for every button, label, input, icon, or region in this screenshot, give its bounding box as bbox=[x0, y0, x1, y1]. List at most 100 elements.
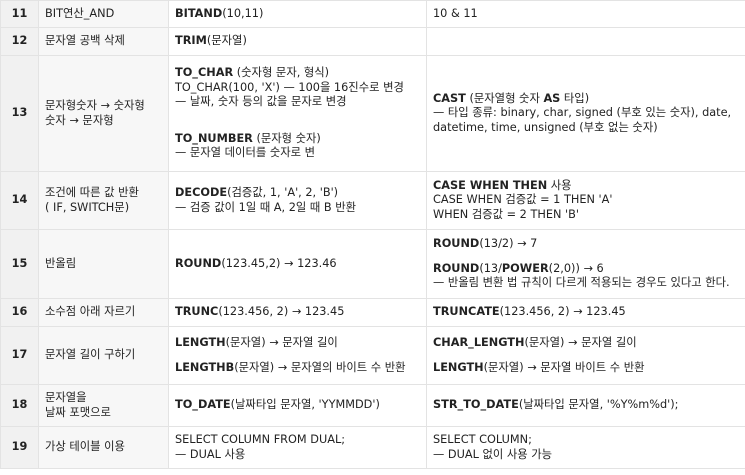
cell-text: SELECT COLUMN; bbox=[433, 433, 532, 446]
cell-text: — 타입 종류: binary, char, signed (부호 있는 숫자)… bbox=[433, 106, 732, 120]
cell-line: TRUNCATE(123.456, 2) → 123.45 bbox=[433, 305, 739, 320]
cell-line: — 검증 값이 1일 때 A, 2일 때 B 반환 bbox=[175, 201, 420, 216]
line-spacer bbox=[175, 351, 420, 361]
cell-line: TO_CHAR(100, 'X') — 100을 16진수로 변경 bbox=[175, 81, 420, 96]
cell-line: datetime, time, unsigned (부호 없는 숫자) bbox=[433, 121, 739, 136]
cell-line: LENGTH(문자열) → 문자열 바이트 수 반환 bbox=[433, 361, 739, 376]
cell-line: ROUND(123.45,2) → 123.46 bbox=[175, 257, 420, 272]
task-description: BIT연산_AND bbox=[38, 0, 169, 28]
oracle-syntax-cell: LENGTH(문자열) → 문자열 길이 LENGTHB(문자열) → 문자열의 … bbox=[168, 326, 427, 385]
task-line: 가상 테이블 이용 bbox=[45, 440, 125, 454]
cell-text: (검증값, 1, 'A', 2, 'B') bbox=[227, 186, 339, 199]
cell-text: (123.45,2) → 123.46 bbox=[221, 256, 337, 270]
row-number: 13 bbox=[0, 55, 39, 172]
cell-text: (문자열형 숫자 bbox=[465, 91, 544, 105]
mysql-syntax-cell: 10 & 11 bbox=[426, 0, 745, 28]
cell-line: TRUNC(123.456, 2) → 123.45 bbox=[175, 305, 420, 320]
table-row: 16 소수점 아래 자르기 TRUNC(123.456, 2) → 123.45 TR… bbox=[0, 298, 745, 327]
cell-text: (13/2) → 7 bbox=[479, 237, 538, 251]
cell-text: (13/ bbox=[479, 261, 502, 275]
function-name: POWER bbox=[501, 261, 549, 275]
function-name: LENGTH bbox=[433, 360, 484, 374]
cell-text: WHEN 검증값 = 2 THEN 'B' bbox=[433, 207, 579, 221]
cell-line: TO_CHAR (숫자형 문자, 형식) bbox=[175, 66, 420, 81]
function-name: STR_TO_DATE bbox=[433, 398, 519, 412]
cell-line: BITAND(10,11) bbox=[175, 7, 420, 22]
row-number: 18 bbox=[0, 384, 39, 427]
oracle-syntax-cell: BITAND(10,11) bbox=[168, 0, 427, 28]
cell-text: (문자열) → 문자열의 바이트 수 반환 bbox=[234, 360, 406, 374]
task-description: 문자열을 날짜 포맷으로 bbox=[38, 384, 169, 427]
cell-text: 10 & 11 bbox=[433, 6, 478, 20]
mysql-syntax-cell: STR_TO_DATE(날짜타입 문자열, '%Y%m%d'); bbox=[426, 384, 745, 427]
mysql-syntax-cell: ROUND(13/2) → 7 ROUND(13/POWER(2,0)) → 6—… bbox=[426, 229, 745, 299]
task-line: 날짜 포맷으로 bbox=[45, 405, 111, 419]
cell-line: — 반올림 변환 법 규칙이 다르게 적용되는 경우도 있다고 한다. bbox=[433, 276, 739, 291]
cell-text: (문자열) → 문자열 바이트 수 반환 bbox=[483, 360, 645, 374]
cell-text: (숫자형 문자, 형식) bbox=[233, 66, 330, 80]
row-number: 19 bbox=[0, 426, 39, 469]
cell-line: CASE WHEN 검증값 = 1 THEN 'A' bbox=[433, 193, 739, 208]
oracle-syntax-cell: TO_DATE(날짜타입 문자열, 'YYMMDD') bbox=[168, 384, 427, 427]
cell-line: STR_TO_DATE(날짜타입 문자열, '%Y%m%d'); bbox=[433, 398, 739, 413]
cell-line: LENGTH(문자열) → 문자열 길이 bbox=[175, 336, 420, 351]
cell-text: (날짜타입 문자열, 'YYMMDD') bbox=[230, 398, 380, 412]
cell-text: 타입) bbox=[560, 91, 590, 105]
function-name: TRUNCATE bbox=[433, 305, 500, 319]
cell-line: — DUAL 사용 bbox=[175, 448, 420, 463]
function-name: CAST bbox=[433, 91, 466, 105]
cell-text: (문자열) bbox=[206, 34, 247, 48]
task-line: BIT연산_AND bbox=[45, 6, 115, 20]
cell-line: ROUND(13/2) → 7 bbox=[433, 237, 739, 252]
table-row: 14 조건에 따른 값 반환( IF, SWITCH문) DECODE(검증값, 1… bbox=[0, 171, 745, 230]
line-spacer bbox=[433, 351, 739, 361]
cell-text: (날짜타입 문자열, '%Y%m%d'); bbox=[518, 398, 679, 412]
cell-line: CAST (문자열형 숫자 AS 타입) bbox=[433, 92, 739, 107]
cell-line: ROUND(13/POWER(2,0)) → 6 bbox=[433, 262, 739, 277]
function-name: ROUND bbox=[175, 256, 222, 270]
task-line: 반올림 bbox=[45, 256, 77, 270]
cell-text: — 반올림 변환 법 규칙이 다르게 적용되는 경우도 있다고 한다. bbox=[433, 276, 730, 290]
cell-line: DECODE(검증값, 1, 'A', 2, 'B') bbox=[175, 186, 420, 201]
oracle-syntax-cell: DECODE(검증값, 1, 'A', 2, 'B') — 검증 값이 1일 때 … bbox=[168, 171, 427, 230]
cell-text: (2,0)) → 6 bbox=[548, 261, 604, 275]
cell-text: datetime, time, unsigned (부호 없는 숫자) bbox=[433, 120, 658, 134]
task-line: 문자열을 bbox=[45, 391, 87, 404]
cell-line: SELECT COLUMN FROM DUAL; bbox=[175, 433, 420, 448]
cell-text: 사용 bbox=[547, 178, 572, 192]
cell-line: CASE WHEN THEN 사용 bbox=[433, 179, 739, 194]
table-row: 17 문자열 길이 구하기 LENGTH(문자열) → 문자열 길이 LENGTHB(… bbox=[0, 326, 745, 385]
mysql-syntax-cell: CASE WHEN THEN 사용 CASE WHEN 검증값 = 1 THEN … bbox=[426, 171, 745, 230]
task-description: 문자열 공백 삭제 bbox=[38, 27, 169, 56]
task-line: 조건에 따른 값 반환 bbox=[45, 186, 139, 199]
mysql-syntax-cell: CHAR_LENGTH(문자열) → 문자열 길이 LENGTH(문자열) → 문… bbox=[426, 326, 745, 385]
cell-line: TO_DATE(날짜타입 문자열, 'YYMMDD') bbox=[175, 398, 420, 413]
line-spacer bbox=[175, 110, 420, 132]
task-description: 반올림 bbox=[38, 229, 169, 299]
function-name: DECODE bbox=[175, 186, 228, 199]
function-name: TO_DATE bbox=[175, 398, 231, 412]
function-name: TO_NUMBER bbox=[175, 131, 253, 145]
cell-text: SELECT COLUMN FROM DUAL; bbox=[175, 433, 346, 446]
row-number: 15 bbox=[0, 229, 39, 299]
task-description: 문자형숫자 → 숫자형 숫자 → 문자형 bbox=[38, 55, 169, 172]
task-line: 문자열 공백 삭제 bbox=[45, 34, 125, 48]
function-name: ROUND bbox=[433, 261, 480, 275]
cell-text: — DUAL 없이 사용 가능 bbox=[433, 447, 553, 461]
task-description: 조건에 따른 값 반환( IF, SWITCH문) bbox=[38, 171, 169, 230]
line-spacer bbox=[433, 252, 739, 262]
cell-line: CHAR_LENGTH(문자열) → 문자열 길이 bbox=[433, 336, 739, 351]
cell-line: — DUAL 없이 사용 가능 bbox=[433, 448, 739, 463]
oracle-syntax-cell: TRUNC(123.456, 2) → 123.45 bbox=[168, 298, 427, 327]
function-name: CASE WHEN THEN bbox=[433, 178, 548, 192]
cell-text: CASE WHEN 검증값 = 1 THEN 'A' bbox=[433, 193, 613, 207]
task-description: 가상 테이블 이용 bbox=[38, 426, 169, 469]
cell-text: — DUAL 사용 bbox=[175, 447, 246, 461]
table-row: 13 문자형숫자 → 숫자형 숫자 → 문자형 TO_CHAR (숫자형 문자, 형식… bbox=[0, 55, 745, 172]
table-row: 11 BIT연산_AND BITAND(10,11) 10 & 11 bbox=[0, 0, 745, 28]
task-line: ( IF, SWITCH문) bbox=[45, 200, 130, 214]
mysql-syntax-cell bbox=[426, 27, 745, 56]
function-name: LENGTHB bbox=[175, 360, 235, 374]
cell-text: (10,11) bbox=[222, 6, 264, 20]
